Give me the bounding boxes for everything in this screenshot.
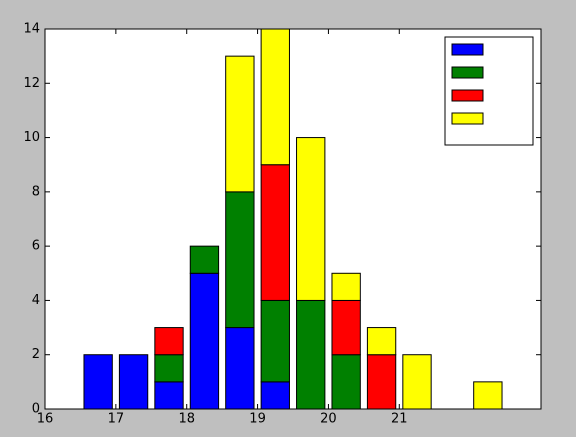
legend-swatch [451,43,484,56]
y-tick-label: 14 [23,22,40,37]
bar-segment [402,354,432,410]
bar-segment [260,299,290,383]
bar-segment [473,381,503,410]
bar-segment [260,381,290,410]
y-tick-label: 4 [32,293,40,308]
bar-segment [260,28,290,166]
bar-segment [189,245,220,274]
axes-frame [44,28,542,410]
legend-swatch [451,66,484,79]
legend-swatch [451,89,484,102]
bar-segment [83,354,113,410]
bar-segment [260,164,290,301]
y-tick-label: 10 [23,130,40,145]
x-tick-label: 21 [391,412,408,427]
bar-segment [225,55,255,193]
y-tick-label: 6 [32,239,40,254]
x-tick-label: 17 [108,412,125,427]
bar-segment [225,327,255,410]
x-tick-label: 20 [320,412,337,427]
x-tick-label: 16 [37,412,54,427]
x-tick-label: 18 [178,412,195,427]
bar-segment [331,299,361,356]
bar-segment [118,354,149,410]
x-tick-label: 19 [249,412,266,427]
y-tick-label: 0 [32,402,40,417]
bar-segment [366,327,397,356]
bar-segment [189,272,220,410]
y-tick-label: 8 [32,184,40,199]
bar-segment [296,299,326,410]
bar-segment [154,354,184,383]
bar-segment [154,327,184,356]
bar-segment [366,354,397,410]
y-tick-label: 12 [23,76,40,91]
legend-swatch [451,112,484,125]
bar-segment [331,354,361,410]
bar-segment [296,137,326,301]
y-tick-label: 2 [32,347,40,362]
bar-segment [225,191,255,329]
bar-segment [331,272,361,301]
bar-segment [154,381,184,410]
